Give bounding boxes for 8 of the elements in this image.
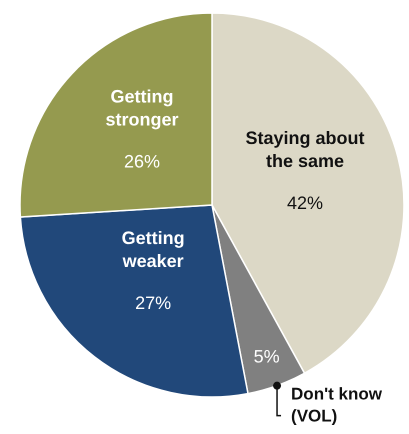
slice-label: Don't know (VOL) <box>291 384 383 426</box>
data-label: 5% <box>254 346 280 367</box>
slice-label: Staying about the same <box>245 128 364 172</box>
data-label: 42% <box>286 193 323 214</box>
slice-label: Getting weaker <box>122 228 185 271</box>
data-label: 27% <box>135 292 172 313</box>
slice-label: Getting stronger <box>106 86 179 130</box>
data-label: 26% <box>124 151 160 172</box>
